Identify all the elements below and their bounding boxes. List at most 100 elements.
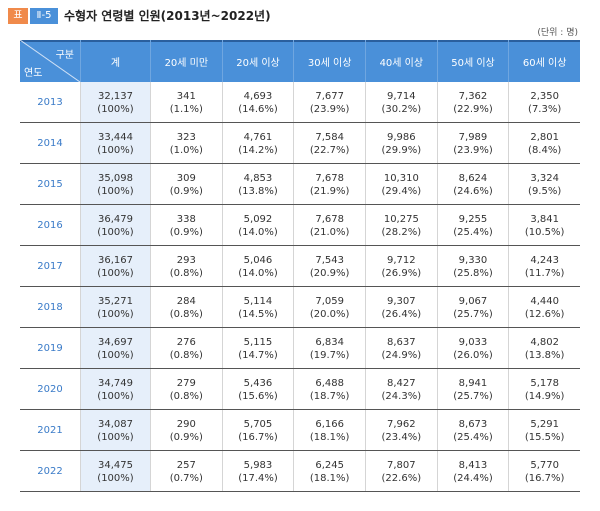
percent: (0.9%) <box>169 185 203 197</box>
percent: (25.7%) <box>453 308 493 320</box>
percent: (14.9%) <box>524 390 565 402</box>
percent: (14.7%) <box>238 349 278 361</box>
count: 4,243 <box>530 254 559 266</box>
column-header: 20세 이상 <box>221 40 294 82</box>
data-cell: 8,637 (24.9%) <box>365 328 437 369</box>
row-line <box>20 450 580 451</box>
percent: (14.6%) <box>238 103 278 115</box>
percent: (23.4%) <box>381 431 422 443</box>
percent: (25.8%) <box>453 267 493 279</box>
data-cell: 5,114 (14.5%) <box>221 287 294 328</box>
percent: (24.9%) <box>381 349 422 361</box>
percent: (100%) <box>97 103 134 115</box>
data-cell: 290 (0.9%) <box>150 410 222 451</box>
data-cell: 257 (0.7%) <box>150 451 222 492</box>
count: 3,324 <box>530 172 559 184</box>
count: 7,989 <box>458 131 488 143</box>
count: 34,087 <box>98 418 133 430</box>
row-line <box>20 122 580 123</box>
count: 8,941 <box>458 377 488 389</box>
count: 5,770 <box>530 459 559 471</box>
data-cell: 3,841 (10.5%) <box>508 205 580 246</box>
data-cell: 7,059 (20.0%) <box>293 287 365 328</box>
percent: (28.2%) <box>381 226 422 238</box>
count: 5,436 <box>243 377 273 389</box>
percent: (29.9%) <box>381 144 422 156</box>
row-line <box>20 409 580 410</box>
count: 3,841 <box>530 213 559 225</box>
data-cell: 2,350 (7.3%) <box>508 82 580 123</box>
year-cell: 2015 <box>37 179 63 190</box>
count: 6,488 <box>315 377 344 389</box>
data-cell: 7,989 (23.9%) <box>436 123 509 164</box>
column-header: 40세 이상 <box>365 40 437 82</box>
count: 4,693 <box>243 90 273 102</box>
percent: (0.8%) <box>169 267 203 279</box>
count: 4,853 <box>243 172 273 184</box>
data-cell: 5,115 (14.7%) <box>221 328 294 369</box>
count: 7,543 <box>315 254 344 266</box>
data-cell: 34,697 (100%) <box>80 328 150 369</box>
percent: (20.9%) <box>309 267 350 279</box>
column-header: 50세 이상 <box>436 40 509 82</box>
data-cell: 7,962 (23.4%) <box>365 410 437 451</box>
year-cell: 2022 <box>37 466 63 477</box>
data-cell: 8,941 (25.7%) <box>436 369 509 410</box>
count: 5,115 <box>243 336 273 348</box>
count: 5,291 <box>530 418 559 430</box>
data-cell: 341 (1.1%) <box>150 82 222 123</box>
count: 5,178 <box>530 377 559 389</box>
data-cell: 8,427 (24.3%) <box>365 369 437 410</box>
percent: (25.4%) <box>453 226 493 238</box>
percent: (24.3%) <box>381 390 422 402</box>
unit: (단위 : 명) <box>537 28 578 38</box>
data-cell: 3,324 (9.5%) <box>508 164 580 205</box>
year-cell: 2019 <box>37 343 63 354</box>
count: 5,092 <box>243 213 273 225</box>
data-cell: 34,475 (100%) <box>80 451 150 492</box>
data-cell: 309 (0.9%) <box>150 164 222 205</box>
percent: (7.3%) <box>528 103 562 115</box>
data-cell: 293 (0.8%) <box>150 246 222 287</box>
count: 9,712 <box>387 254 416 266</box>
data-cell: 4,853 (13.8%) <box>221 164 294 205</box>
data-cell: 6,834 (19.7%) <box>293 328 365 369</box>
percent: (22.9%) <box>453 103 493 115</box>
year-cell: 2013 <box>37 97 63 108</box>
percent: (22.6%) <box>381 472 422 484</box>
percent: (13.8%) <box>238 185 278 197</box>
percent: (15.5%) <box>524 431 565 443</box>
count: 5,705 <box>243 418 273 430</box>
row-line <box>20 368 580 369</box>
percent: (16.7%) <box>524 472 565 484</box>
data-cell: 5,178 (14.9%) <box>508 369 580 410</box>
number-box: Ⅱ-5 <box>30 8 58 24</box>
data-cell: 276 (0.8%) <box>150 328 222 369</box>
count: 4,440 <box>530 295 559 307</box>
label-box: 표 <box>8 8 28 24</box>
count: 6,245 <box>315 459 344 471</box>
percent: (22.7%) <box>309 144 350 156</box>
table: 구분 연도 계 20세 미만 20세 이상 30세 이상 40세 이상 50세 이상 60세 이… <box>19 39 580 492</box>
data-cell: 9,067 (25.7%) <box>436 287 509 328</box>
data-cell: 284 (0.8%) <box>150 287 222 328</box>
data-cell: 5,983 (17.4%) <box>221 451 294 492</box>
data-cell: 9,307 (26.4%) <box>365 287 437 328</box>
percent: (26.9%) <box>381 267 422 279</box>
percent: (100%) <box>97 431 134 443</box>
data-cell: 4,802 (13.8%) <box>508 328 580 369</box>
data-cell: 5,770 (16.7%) <box>508 451 580 492</box>
percent: (100%) <box>97 390 134 402</box>
percent: (100%) <box>97 308 134 320</box>
percent: (8.4%) <box>528 144 562 156</box>
data-cell: 34,087 (100%) <box>80 410 150 451</box>
data-cell: 34,749 (100%) <box>80 369 150 410</box>
data-cell: 9,986 (29.9%) <box>365 123 437 164</box>
data-cell: 338 (0.9%) <box>150 205 222 246</box>
percent: (1.0%) <box>169 144 203 156</box>
count: 341 <box>176 90 196 102</box>
percent: (21.9%) <box>309 185 350 197</box>
data-cell: 8,673 (25.4%) <box>436 410 509 451</box>
percent: (100%) <box>97 349 134 361</box>
percent: (10.5%) <box>524 226 565 238</box>
